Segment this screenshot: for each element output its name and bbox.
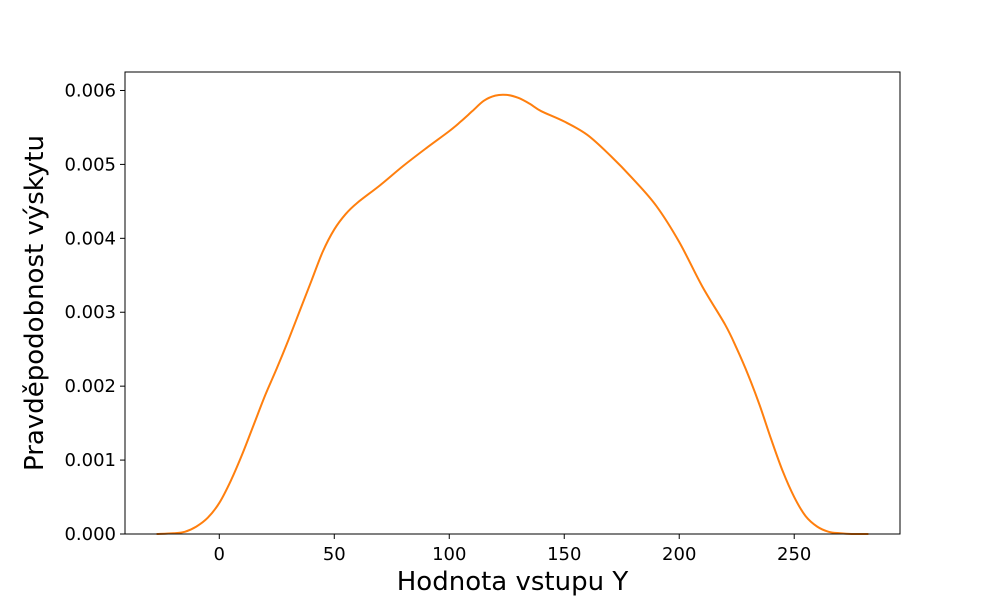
x-tick-label: 0: [214, 544, 225, 565]
x-tick-label: 50: [323, 544, 346, 565]
x-axis-title: Hodnota vstupu Y: [397, 567, 629, 597]
y-tick-label: 0.002: [64, 376, 116, 397]
plot-frame: [124, 71, 901, 535]
x-axis-ticks: 0 50 100 150 200 250: [214, 534, 811, 565]
y-tick-label: 0.005: [64, 154, 116, 175]
y-tick-label: 0.006: [64, 80, 116, 101]
y-axis-ticks: 0.000 0.001 0.002 0.003 0.004 0.005 0.006: [64, 80, 125, 545]
series-layer: [156, 93, 869, 536]
y-axis-title: Pravděpodobnost výskytu: [20, 135, 50, 471]
y-tick-label: 0.000: [64, 524, 116, 545]
x-tick-label: 100: [432, 544, 466, 565]
y-tick-label: 0.003: [64, 302, 116, 323]
x-tick-label: 200: [662, 544, 696, 565]
x-tick-label: 150: [547, 544, 581, 565]
y-tick-label: 0.004: [64, 228, 116, 249]
density-line: [156, 93, 869, 536]
x-tick-label: 250: [777, 544, 811, 565]
y-tick-label: 0.001: [64, 450, 116, 471]
